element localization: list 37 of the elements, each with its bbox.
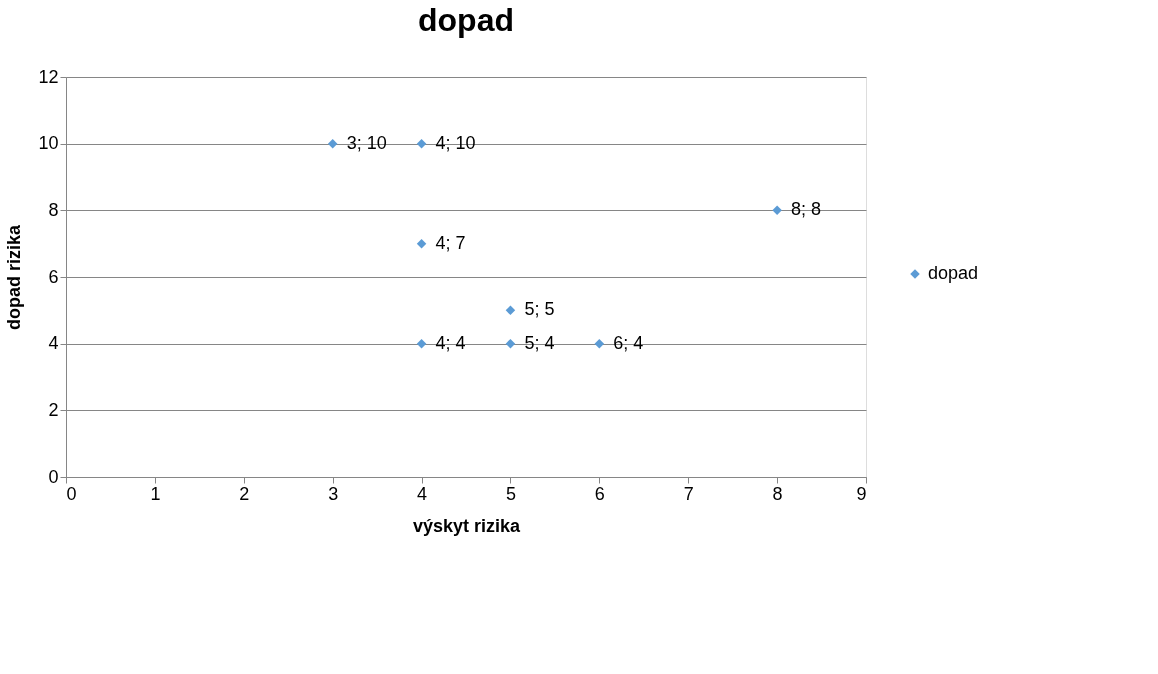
point: [505, 338, 516, 349]
point: [416, 238, 427, 249]
x-tick-label: 4: [417, 483, 428, 504]
x-tick-label: 0: [66, 483, 77, 504]
y-tick-label: 4: [48, 333, 59, 354]
data-label: 4; 4: [435, 332, 466, 353]
data-label: 3; 10: [346, 132, 387, 153]
x-tick-label: 6: [594, 483, 605, 504]
chart-title: dopad: [418, 2, 514, 38]
legend-label: dopad: [928, 263, 979, 283]
y-axis-title: dopad rizika: [4, 224, 25, 331]
x-axis-title: výskyt rizika: [412, 515, 522, 536]
x-tick-label: 8: [772, 483, 783, 504]
data-label: 4; 7: [435, 232, 466, 253]
y-tick-label: 10: [38, 133, 59, 154]
x-tick-label: 5: [505, 483, 516, 504]
x-tick-label: 9: [856, 483, 867, 504]
x-tick-label: 1: [150, 483, 161, 504]
point: [772, 205, 782, 216]
y-tick-label: 8: [48, 199, 59, 220]
y-tick-label: 6: [48, 266, 59, 287]
data-label: 4; 10: [435, 132, 476, 153]
x-tick-label: 3: [328, 483, 339, 504]
point: [505, 305, 516, 316]
point: [416, 138, 427, 149]
point: [416, 338, 427, 349]
data-label: 6; 4: [613, 332, 644, 353]
point: [594, 338, 605, 349]
data-label: 5; 5: [524, 299, 555, 320]
y-tick-label: 12: [38, 66, 59, 87]
data-label: 8; 8: [791, 199, 822, 220]
y-tick-label: 0: [48, 466, 59, 487]
x-tick-label: 7: [683, 483, 694, 504]
point: [327, 138, 338, 149]
x-tick-label: 2: [239, 483, 250, 504]
data-label: 5; 4: [524, 332, 555, 353]
y-tick-label: 2: [48, 399, 59, 420]
